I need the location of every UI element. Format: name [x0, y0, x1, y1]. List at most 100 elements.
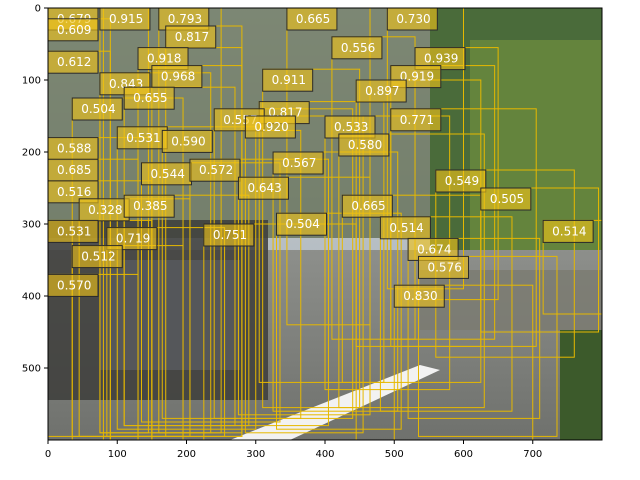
score-label: 0.830 — [403, 289, 437, 303]
detection-box — [379, 216, 513, 412]
score-tag-background — [341, 194, 393, 218]
score-label: 0.512 — [81, 250, 115, 264]
score-tag-background — [151, 65, 203, 89]
score-tag-background — [272, 151, 324, 175]
score-label: 0.544 — [150, 167, 184, 181]
score-label: 0.567 — [282, 156, 316, 170]
score-tag-background — [161, 129, 213, 153]
x-axis: 0 100 200 300 400 500 600 700 — [45, 440, 542, 460]
detection-box — [407, 237, 541, 419]
score-label: 0.385 — [133, 199, 167, 213]
score-label: 0.730 — [396, 12, 430, 26]
detection-box — [116, 126, 257, 430]
score-tag-background — [338, 133, 390, 157]
score-label: 0.612 — [57, 55, 91, 69]
score-label: 0.643 — [247, 181, 281, 195]
score-label: 0.751 — [213, 228, 247, 242]
score-label: 0.674 — [417, 242, 451, 256]
score-label: 0.505 — [490, 192, 524, 206]
score-label: 0.939 — [424, 52, 458, 66]
score-label: 0.915 — [109, 12, 143, 26]
score-tag-background — [331, 36, 383, 60]
score-label: 0.328 — [88, 203, 122, 217]
score-tag-background — [71, 245, 123, 269]
x-tick-label: 100 — [108, 449, 127, 460]
score-tag-background — [244, 115, 296, 139]
x-tick-label: 400 — [315, 449, 334, 460]
detection-box — [123, 194, 250, 427]
score-tag-background — [542, 219, 594, 243]
score-tag-background — [237, 176, 289, 200]
score-label: 0.665 — [296, 12, 330, 26]
y-tick-label: 0 — [35, 4, 41, 15]
x-tick-label: 700 — [523, 449, 542, 460]
score-label: 0.590 — [171, 134, 205, 148]
x-tick-label: 200 — [177, 449, 196, 460]
score-label: 0.685 — [57, 163, 91, 177]
score-label: 0.793 — [168, 12, 202, 26]
score-label: 0.609 — [57, 23, 91, 37]
score-label: 0.549 — [445, 174, 479, 188]
score-tag-background — [106, 227, 158, 251]
score-label: 0.570 — [57, 278, 91, 292]
score-label: 0.531 — [57, 224, 91, 238]
score-label: 0.504 — [81, 102, 115, 116]
score-label: 0.580 — [348, 138, 382, 152]
detection-box — [338, 133, 485, 409]
score-label: 0.817 — [175, 30, 209, 44]
score-label: 0.897 — [365, 84, 399, 98]
score-label: 0.911 — [272, 73, 306, 87]
score-label: 0.504 — [286, 217, 320, 231]
score-label: 0.918 — [147, 52, 181, 66]
score-label: 0.655 — [133, 91, 167, 105]
score-label: 0.919 — [400, 70, 434, 84]
score-tag-background — [379, 216, 431, 240]
detection-box — [48, 8, 104, 440]
score-label: 0.588 — [57, 142, 91, 156]
y-axis: 0 100 200 300 400 500 — [22, 4, 48, 375]
score-label: 0.665 — [351, 199, 385, 213]
detection-box — [258, 101, 385, 383]
score-tag-background — [123, 86, 175, 110]
score-tag-background — [71, 97, 123, 121]
score-tag-background — [435, 169, 487, 193]
score-label: 0.968 — [161, 70, 195, 84]
score-label: 0.576 — [427, 260, 461, 274]
detection-box — [237, 176, 371, 416]
score-label: 0.516 — [57, 185, 91, 199]
score-tag-background — [390, 108, 442, 132]
score-tag-background — [480, 187, 532, 211]
y-tick-label: 400 — [22, 292, 41, 303]
score-label: 0.533 — [334, 120, 368, 134]
score-label: 0.514 — [389, 221, 423, 235]
score-tag-background — [165, 25, 217, 49]
x-tick-label: 600 — [454, 449, 473, 460]
score-label: 0.771 — [400, 113, 434, 127]
score-label: 0.719 — [116, 232, 150, 246]
detection-box — [417, 255, 558, 437]
y-tick-label: 300 — [22, 220, 41, 231]
score-tag-background — [355, 79, 407, 103]
score-label: 0.920 — [254, 120, 288, 134]
score-tag-background — [393, 284, 445, 308]
detection-box — [393, 284, 534, 440]
x-tick-label: 300 — [246, 449, 265, 460]
detection-box — [276, 212, 402, 430]
score-tag-background — [189, 158, 241, 182]
y-tick-label: 500 — [22, 364, 41, 375]
score-label: 0.531 — [126, 131, 160, 145]
score-tag-background — [123, 194, 175, 218]
y-tick-label: 200 — [22, 148, 41, 159]
y-tick-label: 100 — [22, 76, 41, 87]
detection-score-tags: 0.6790.9150.7930.6650.7300.6090.8170.556… — [47, 7, 594, 308]
score-tag-background — [262, 68, 314, 92]
score-tag-background — [417, 255, 469, 279]
score-label: 0.572 — [199, 163, 233, 177]
score-label: 0.556 — [341, 41, 375, 55]
score-tag-background — [203, 223, 255, 247]
x-tick-label: 500 — [385, 449, 404, 460]
detection-box — [272, 151, 399, 412]
detection-box — [106, 227, 226, 437]
score-tag-background — [276, 212, 328, 236]
